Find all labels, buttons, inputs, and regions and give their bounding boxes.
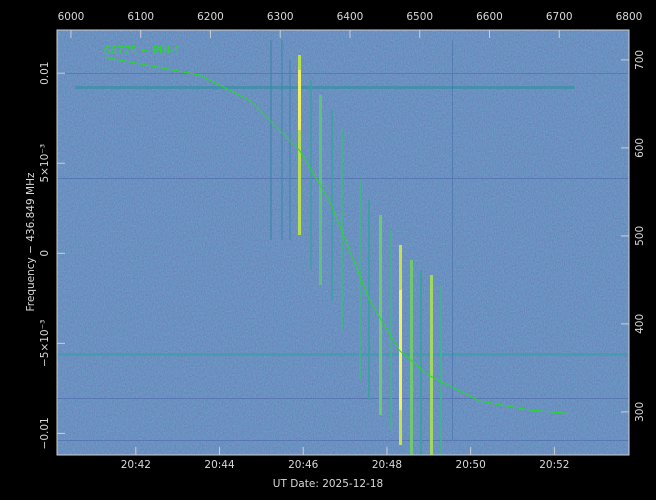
legend-label: 66775 − PHI-1 xyxy=(104,45,181,57)
x-tick-label: 6600 xyxy=(476,11,503,23)
x2-tick-label: 20:42 xyxy=(121,459,151,471)
x-tick-label: 6300 xyxy=(267,11,294,23)
x-tick-label: 6400 xyxy=(337,11,364,23)
y2-tick-label: 700 xyxy=(634,50,646,70)
x-tick-label: 6100 xyxy=(127,11,154,23)
x2-tick-label: 20:52 xyxy=(539,459,569,471)
y-axis-label: Frequency − 436.849 MHz xyxy=(25,172,37,311)
x-tick-label: 6800 xyxy=(616,11,643,23)
y-tick-label: 5×10⁻³ xyxy=(39,144,51,183)
x2-tick-label: 20:48 xyxy=(372,459,402,471)
y2-tick-label: 600 xyxy=(634,138,646,158)
x-tick-label: 6700 xyxy=(546,11,573,23)
y2-tick-label: 500 xyxy=(634,226,646,246)
x-axis-label: UT Date: 2025-12-18 xyxy=(273,478,383,490)
x-tick-label: 6200 xyxy=(197,11,224,23)
x2-tick-label: 20:46 xyxy=(288,459,319,471)
x-tick-label: 6500 xyxy=(406,11,433,23)
y-tick-label: −5×10⁻³ xyxy=(39,320,51,367)
x2-tick-label: 20:50 xyxy=(456,459,486,471)
doppler-curve xyxy=(103,56,571,415)
y2-tick-label: 300 xyxy=(634,402,646,422)
y-tick-label: 0.01 xyxy=(39,62,51,85)
plot-frame xyxy=(56,29,630,456)
x2-tick-label: 20:44 xyxy=(204,459,235,471)
y2-tick-label: 400 xyxy=(634,314,646,334)
spectrogram xyxy=(57,30,629,455)
x-tick-label: 6000 xyxy=(58,11,85,23)
y-tick-label: 0 xyxy=(39,250,51,257)
y-tick-label: −0.01 xyxy=(39,417,51,449)
